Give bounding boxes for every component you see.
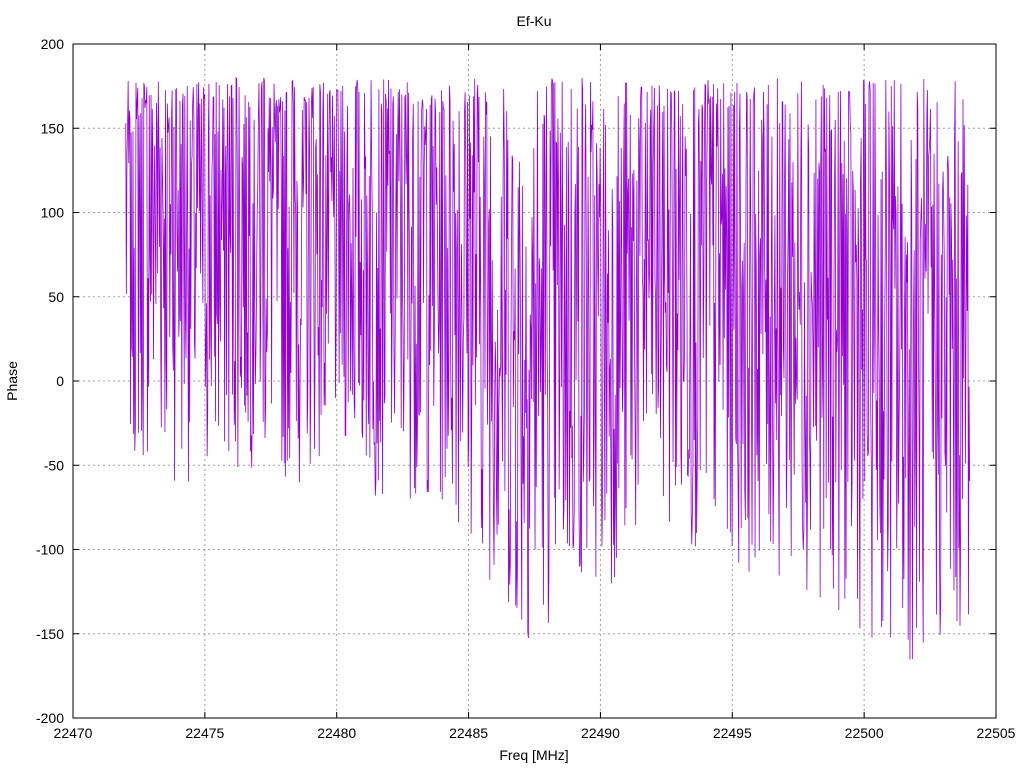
x-tick-label: 22500 (845, 725, 884, 741)
series-phase (125, 76, 971, 660)
x-tick-label: 22485 (449, 725, 488, 741)
y-tick-label: -200 (36, 710, 64, 726)
y-tick-label: -50 (44, 457, 64, 473)
y-tick-label: 100 (41, 205, 65, 221)
x-tick-label: 22475 (185, 725, 224, 741)
y-tick-label: 200 (41, 36, 65, 52)
x-tick-label: 22505 (977, 725, 1016, 741)
y-tick-label: 150 (41, 120, 65, 136)
y-tick-label: 0 (56, 373, 64, 389)
axis-ticks: 22470 22475 22480 22485 22490 22495 22500 22505… (36, 36, 1016, 741)
x-tick-label: 22490 (581, 725, 620, 741)
y-tick-label: 50 (48, 289, 64, 305)
phase-line (125, 76, 971, 660)
y-axis-label: Phase (4, 361, 20, 401)
x-axis-label: Freq [MHz] (499, 747, 568, 763)
x-tick-label: 22480 (317, 725, 356, 741)
x-tick-label: 22495 (713, 725, 752, 741)
y-tick-label: -100 (36, 542, 64, 558)
chart-title: Ef-Ku (516, 13, 551, 29)
y-tick-label: -150 (36, 626, 64, 642)
x-tick-label: 22470 (54, 725, 93, 741)
